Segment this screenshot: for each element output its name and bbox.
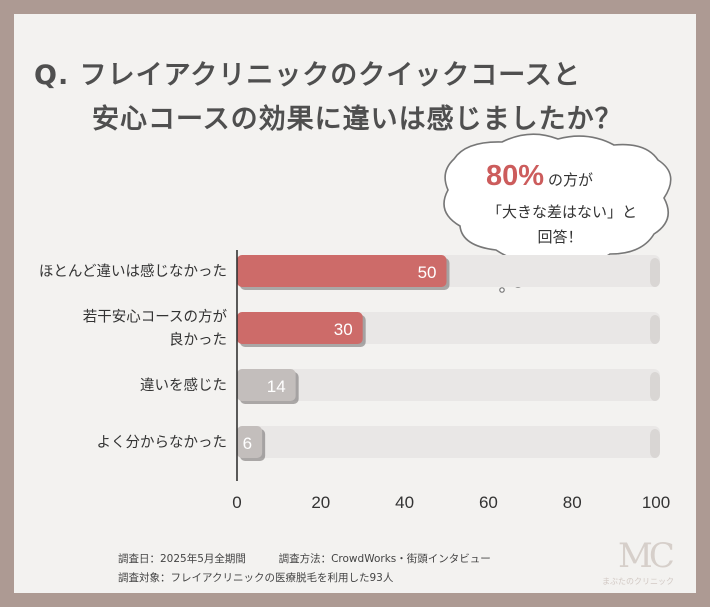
bar-track-shadow	[650, 372, 660, 401]
callout-line2: 「大きな差はない」と	[487, 203, 637, 221]
x-tick-label: 60	[479, 493, 498, 512]
bar-value-label: 6	[243, 434, 252, 453]
callout-line3: 回答！	[537, 228, 582, 246]
x-tick-label: 40	[395, 493, 414, 512]
category-label: 若干安心コースの方が	[83, 309, 228, 326]
bar-track-shadow	[650, 429, 660, 458]
callout-bubble: 80% の方が 「大きな差はない」と 回答！	[443, 133, 672, 293]
x-tick-label: 80	[563, 493, 582, 512]
clinic-logo-mark: MC	[618, 536, 675, 576]
category-label: ほとんど違いは感じなかった	[39, 263, 227, 280]
x-tick-label: 100	[642, 493, 670, 512]
category-label: 違いを感じた	[140, 377, 227, 394]
bar-track	[237, 426, 660, 458]
question-line-1: Q. フレイアクリニックのクイックコースと	[34, 60, 581, 91]
question-line-2: 安心コースの効果に違いは感じましたか？	[92, 104, 623, 135]
category-label: 良かった	[169, 332, 227, 349]
bar-track-shadow	[650, 315, 660, 344]
callout-line1-suffix: の方が	[548, 171, 593, 189]
bar-value-label: 14	[267, 377, 286, 396]
bar-chart: 80% の方が 「大きな差はない」と 回答！ 50 ほとんど違いは感じなかった 30…	[39, 133, 672, 512]
callout-bubble-shape	[443, 133, 672, 283]
bar-track-shadow	[650, 258, 660, 287]
clinic-logo-name: まぶたのクリニック	[602, 577, 674, 586]
bar	[237, 369, 296, 401]
bar	[237, 255, 447, 287]
bar	[237, 312, 363, 344]
bar	[237, 426, 263, 458]
bar-value-label: 30	[334, 320, 353, 339]
bar-track	[237, 369, 660, 401]
callout-dot-small	[499, 287, 505, 293]
survey-target: 調査対象：フレイアクリニックの医療脱毛を利用した93人	[118, 572, 394, 584]
callout-percent: 80%	[486, 160, 544, 192]
survey-date: 調査日：2025年5月全期間	[118, 553, 246, 565]
x-tick-label: 0	[232, 493, 241, 512]
bar-value-label: 50	[418, 263, 437, 282]
category-label: よく分からなかった	[97, 434, 228, 451]
footer-line-1: 調査日：2025年5月全期間 調査方法：CrowdWorks・街頭インタビュー	[118, 551, 491, 566]
infographic-card: Q. フレイアクリニックのクイックコースと 安心コースの効果に違いは感じましたか…	[14, 14, 696, 593]
survey-method: 調査方法：CrowdWorks・街頭インタビュー	[278, 553, 491, 565]
x-tick-label: 20	[311, 493, 330, 512]
